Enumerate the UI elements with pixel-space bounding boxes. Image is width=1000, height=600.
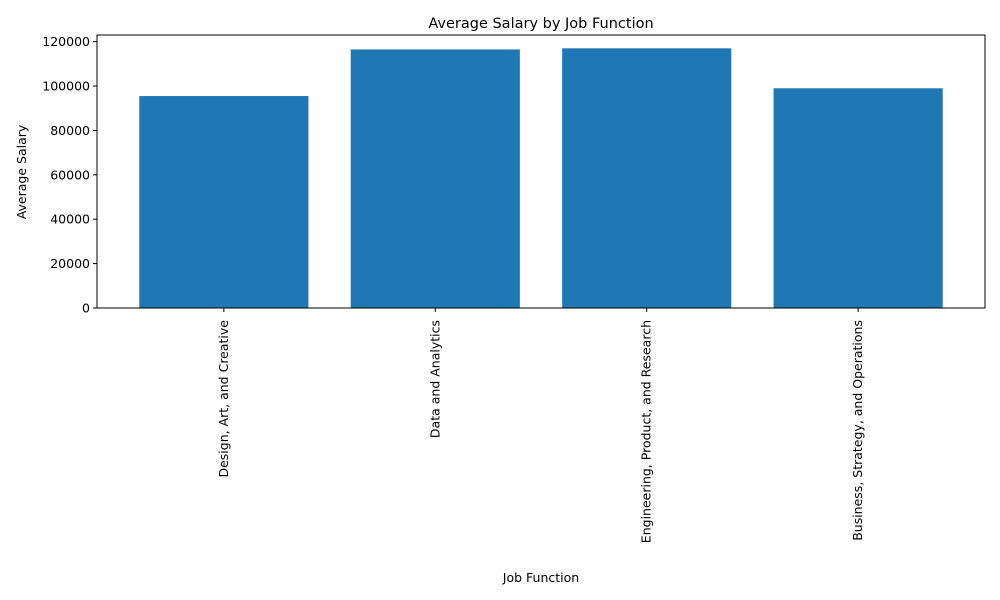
- y-tick-label: 80000: [50, 123, 90, 138]
- y-tick-label: 100000: [42, 79, 90, 94]
- y-tick-label: 120000: [42, 34, 90, 49]
- bar-4: [773, 88, 943, 309]
- x-tick-label: Data and Analytics: [427, 320, 442, 438]
- x-axis: Design, Art, and Creative Data and Analyt…: [216, 308, 865, 543]
- plot-area: [96, 34, 986, 309]
- y-tick-label: 0: [82, 301, 90, 316]
- y-tick-label: 20000: [50, 256, 90, 271]
- x-tick-label: Design, Art, and Creative: [216, 320, 231, 478]
- y-axis-label: Average Salary: [14, 124, 29, 219]
- x-tick-label: Business, Strategy, and Operations: [850, 320, 865, 541]
- bar-2: [350, 49, 520, 309]
- x-tick-label: Engineering, Product, and Research: [639, 320, 654, 543]
- x-axis-label: Job Function: [502, 570, 579, 585]
- bar-3: [562, 48, 732, 308]
- bar-1: [139, 96, 309, 308]
- y-axis: 0 20000 40000 60000 80000 100000 120000: [42, 34, 97, 316]
- plot-frame: [96, 34, 986, 309]
- chart-title: Average Salary by Job Function: [428, 16, 653, 32]
- y-tick-label: 40000: [50, 212, 90, 227]
- y-tick-label: 60000: [50, 167, 90, 182]
